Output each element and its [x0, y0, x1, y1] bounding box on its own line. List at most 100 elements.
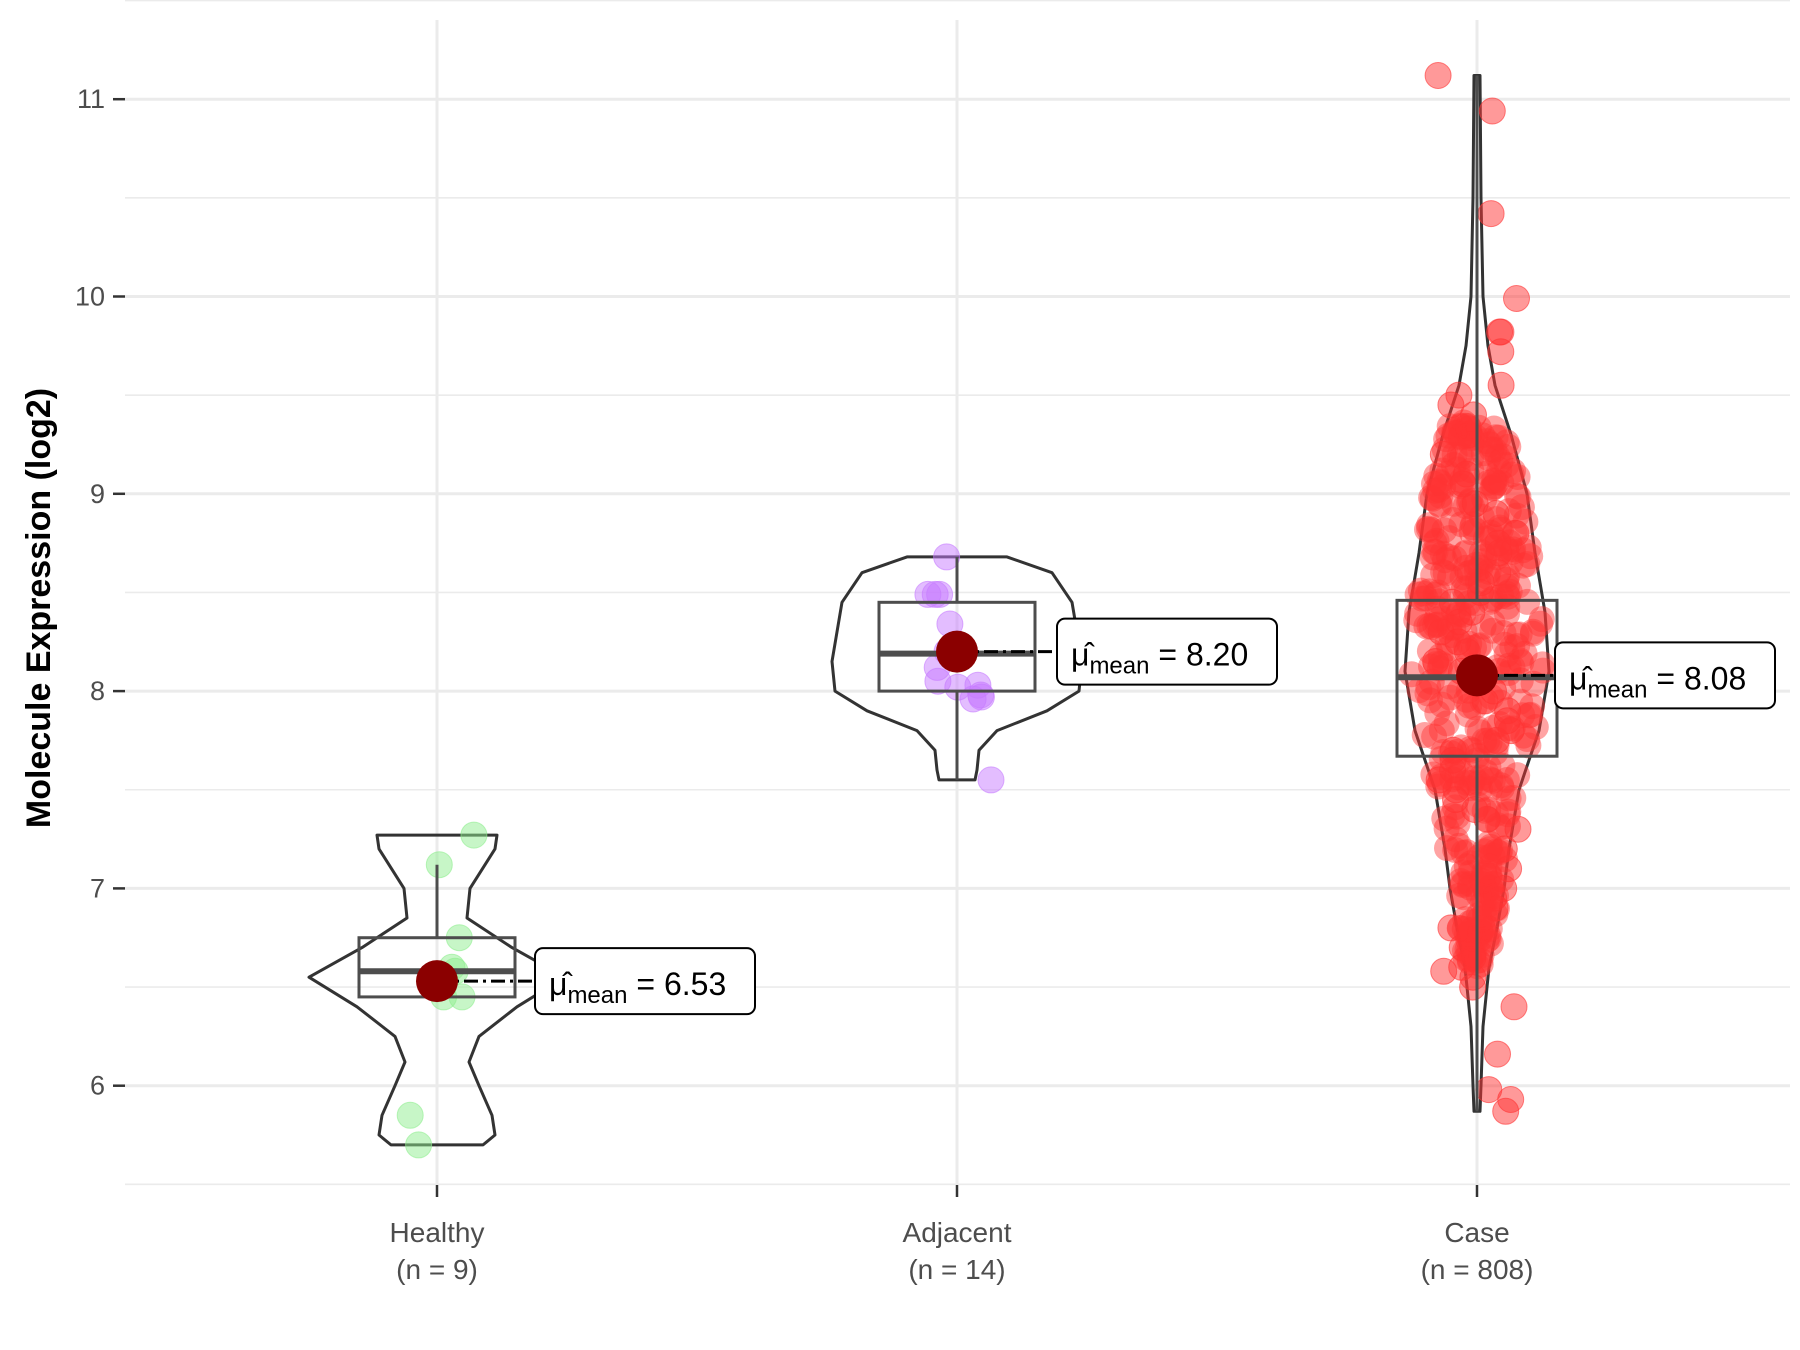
data-point	[1441, 420, 1468, 446]
x-category-label: Case	[1444, 1217, 1509, 1248]
data-point	[1472, 877, 1499, 904]
data-point	[1504, 482, 1530, 509]
data-point	[1423, 462, 1450, 489]
data-point	[1441, 545, 1468, 572]
data-point	[1438, 740, 1465, 767]
data-point	[1472, 759, 1499, 786]
mean-label: μ̂mean = 8.08	[1569, 660, 1746, 703]
data-point	[1487, 371, 1515, 399]
data-point	[1479, 617, 1506, 644]
data-point	[1398, 661, 1425, 688]
data-point	[1475, 469, 1502, 496]
data-point	[1421, 529, 1448, 556]
data-point	[1447, 423, 1474, 450]
data-point	[1479, 609, 1506, 636]
data-point	[1482, 424, 1509, 451]
data-point	[1468, 764, 1495, 791]
data-point	[1467, 919, 1494, 946]
data-point	[1453, 634, 1480, 661]
data-point	[1485, 812, 1512, 839]
data-point	[1493, 452, 1520, 478]
data-point	[1450, 469, 1476, 496]
data-point	[1479, 842, 1506, 869]
data-point	[1448, 467, 1475, 494]
data-point	[1476, 891, 1503, 917]
data-point	[1482, 500, 1510, 527]
data-point	[1476, 915, 1503, 942]
data-point	[1448, 511, 1475, 538]
data-point	[1418, 614, 1445, 640]
x-category-label: Healthy	[390, 1217, 485, 1248]
data-point	[1407, 577, 1434, 604]
data-point	[1474, 806, 1501, 833]
data-point	[1441, 794, 1468, 821]
data-point	[1461, 765, 1488, 792]
data-point	[1505, 483, 1532, 510]
data-point	[1424, 700, 1451, 727]
data-point	[1515, 732, 1542, 759]
mean-markers: μ̂mean = 6.53 μ̂mean = 8.20 μ̂mean = 8.08	[416, 617, 1776, 1016]
data-point	[1450, 839, 1477, 866]
data-point	[1487, 516, 1514, 543]
data-point	[1500, 458, 1527, 484]
data-point	[1507, 688, 1534, 715]
data-point	[1453, 839, 1480, 866]
data-point	[1481, 415, 1507, 442]
data-point	[1475, 444, 1502, 471]
data-point	[1514, 588, 1541, 615]
data-point	[1422, 539, 1449, 565]
data-point	[1477, 833, 1504, 860]
data-point	[1416, 578, 1443, 605]
data-point	[1477, 874, 1504, 901]
data-point	[1483, 469, 1510, 496]
data-point	[1493, 537, 1520, 564]
data-point	[1429, 540, 1456, 567]
data-point	[1415, 674, 1442, 701]
x-category-label: Adjacent	[903, 1217, 1012, 1248]
data-point	[1422, 651, 1449, 678]
data-point	[1437, 391, 1465, 419]
data-point	[1459, 493, 1486, 520]
data-point	[1439, 802, 1466, 829]
data-point	[1440, 614, 1467, 641]
data-point	[1455, 926, 1482, 953]
data-point	[1481, 468, 1508, 495]
data-point	[1448, 734, 1475, 761]
data-point	[1425, 773, 1452, 800]
data-point	[1508, 649, 1535, 676]
data-point	[1422, 612, 1449, 639]
data-point	[1430, 739, 1457, 765]
data-point	[1483, 838, 1510, 865]
data-point	[1490, 620, 1517, 646]
data-point	[1440, 451, 1467, 478]
data-point	[1419, 544, 1446, 571]
data-point	[1477, 776, 1503, 803]
data-point	[1478, 97, 1506, 125]
data-point	[1454, 769, 1480, 796]
y-tick-label: 11	[77, 84, 105, 114]
data-point	[1427, 469, 1454, 496]
data-point	[1494, 573, 1521, 600]
data-point	[1489, 752, 1516, 779]
data-point	[1472, 525, 1499, 552]
data-point	[1452, 412, 1479, 439]
data-point	[1477, 588, 1504, 615]
mean-label: μ̂mean = 6.53	[549, 966, 726, 1009]
data-point	[1452, 937, 1478, 964]
data-point	[1493, 566, 1520, 593]
data-point	[1439, 766, 1466, 793]
data-point	[1445, 774, 1472, 801]
data-point	[1465, 633, 1492, 660]
data-point	[1504, 464, 1531, 490]
data-point	[1472, 903, 1499, 930]
data-point	[1494, 601, 1520, 627]
data-point	[1495, 785, 1522, 812]
data-point	[1433, 426, 1460, 453]
data-point	[1452, 493, 1479, 520]
data-point	[1424, 611, 1451, 638]
data-point	[1486, 457, 1513, 483]
data-point	[1445, 599, 1472, 626]
data-point	[1453, 554, 1479, 581]
data-point	[1493, 535, 1519, 562]
